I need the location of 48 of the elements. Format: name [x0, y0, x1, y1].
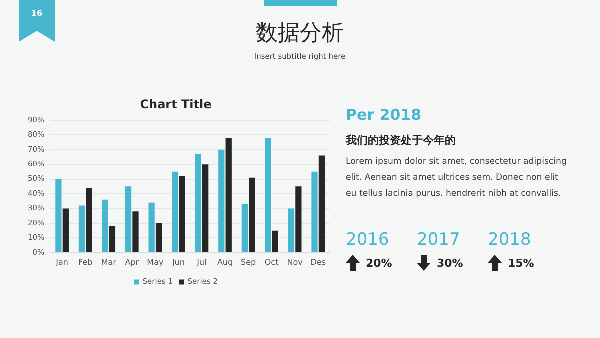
text: 30% — [437, 256, 464, 270]
x-tick-label: Apr — [125, 258, 140, 267]
text: 20% — [366, 256, 392, 270]
bar — [156, 223, 162, 252]
text: 15% — [508, 256, 534, 270]
x-tick-label: May — [147, 258, 164, 267]
x-tick-label: Jul — [196, 258, 207, 267]
text: 数据分析 — [255, 20, 345, 48]
text: 2016 — [346, 230, 390, 250]
bar — [318, 156, 326, 252]
bar — [218, 150, 225, 252]
x-tick-label: Jun — [171, 258, 185, 267]
bar — [109, 226, 116, 252]
bar — [202, 164, 209, 252]
x-tick-label: Oct — [264, 258, 279, 267]
bar — [288, 208, 295, 252]
x-tick-label: Sep — [240, 258, 256, 267]
bar — [242, 204, 248, 252]
text: 2017 — [417, 230, 462, 250]
text: 16 — [30, 9, 44, 18]
bar — [265, 138, 272, 252]
chart-title: Chart Title — [140, 97, 212, 112]
bar — [249, 178, 256, 252]
x-tick-label: Nov — [287, 258, 304, 267]
bar — [125, 186, 132, 252]
bar — [312, 172, 318, 252]
bar — [102, 200, 108, 252]
x-tick-label: Des — [310, 258, 326, 267]
text: Per 2018 — [346, 106, 422, 124]
bar — [56, 179, 62, 252]
x-tick-label: Feb — [78, 258, 93, 267]
bar — [272, 230, 278, 252]
x-tick-label: Mar — [101, 258, 118, 267]
text: 我们的投资处于今年的 — [346, 133, 456, 148]
bar — [296, 186, 302, 252]
bar — [78, 206, 86, 252]
bar — [148, 202, 155, 252]
bar — [172, 172, 178, 252]
bar — [179, 176, 186, 252]
x-tick-label: Jan — [55, 258, 68, 267]
text: 2018 — [488, 230, 532, 250]
bar — [86, 188, 92, 252]
bar — [226, 138, 232, 252]
bar — [132, 212, 139, 252]
x-tick-label: Aug — [217, 258, 234, 267]
text: Lorem ipsum dolor sit amet, consectetur adipiscing elit. Aenean sit amet ultrices sem. Donec non elit eu tellus lacinia purus. hendrerit nibh at convallis. — [346, 156, 568, 201]
bar — [62, 208, 69, 252]
bar — [195, 154, 202, 252]
